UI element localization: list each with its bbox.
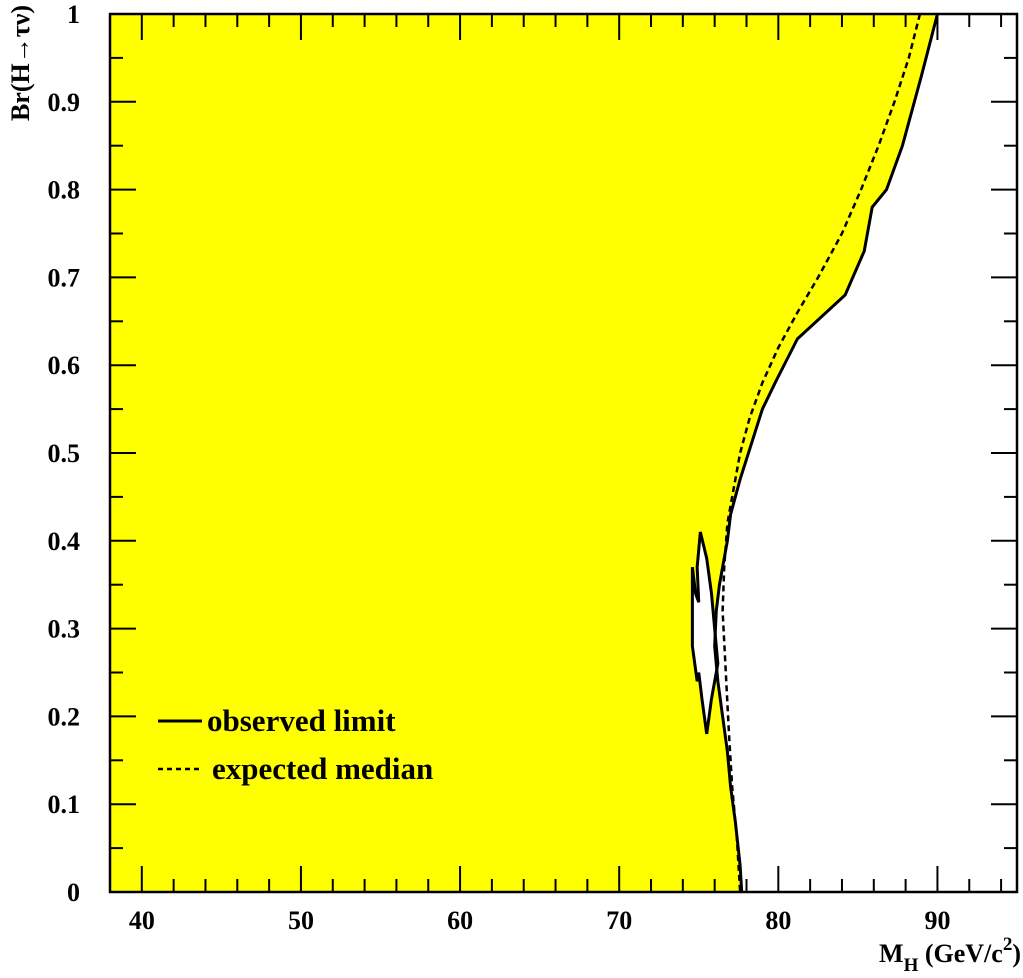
axes-frame — [108, 12, 1019, 894]
y-tick-label: 0 — [67, 878, 80, 907]
x-tick-label: 70 — [606, 906, 632, 935]
y-tick-label: 0.3 — [48, 615, 81, 644]
x-axis-title-sub: H — [904, 955, 919, 976]
x-tick-label: 40 — [129, 906, 155, 935]
x-axis-title: MH (GeV/c2) — [879, 934, 1021, 976]
observed-limit-island — [690, 531, 720, 735]
y-tick-label: 0.1 — [48, 790, 81, 819]
legend-expected-label: expected median — [212, 751, 433, 786]
y-axis-title-suffix: τν) — [6, 5, 35, 37]
y-tick-label: 0.9 — [48, 88, 81, 117]
x-tick-label: 90 — [924, 906, 950, 935]
y-tick-label: 0.4 — [48, 527, 81, 556]
y-tick-label: 0.5 — [48, 439, 81, 468]
observed-limit-line — [713, 13, 939, 893]
y-tick-label: 0.2 — [48, 702, 81, 731]
x-tick-label: 80 — [765, 906, 791, 935]
plot-area — [110, 13, 939, 893]
legend-observed-label: observed limit — [207, 703, 396, 738]
y-axis-title-prefix: Br(H — [6, 63, 35, 121]
x-tick-label: 50 — [288, 906, 314, 935]
y-axis-title-arrow: → — [6, 37, 35, 63]
y-tick-label: 0.6 — [48, 351, 81, 380]
x-axis-title-sup: 2 — [1003, 934, 1013, 955]
y-axis-title: Br(H→τν) — [6, 5, 35, 121]
y-tick-label: 0.8 — [48, 176, 81, 205]
excluded-region — [110, 14, 938, 892]
x-axis-title-mid: (GeV/c — [918, 939, 1002, 968]
y-tick-label: 1 — [67, 0, 80, 29]
expected-median-line — [721, 13, 922, 893]
x-axis-title-base: M — [879, 939, 904, 968]
tick-labels: 40 50 60 70 80 90 0 0.1 0.2 0.3 0.4 0.5 0.6 0.7 0.8 0.9… — [48, 0, 951, 935]
y-tick-label: 0.7 — [48, 263, 81, 292]
legend: observed limit expected median — [158, 703, 433, 786]
x-axis-title-end: ) — [1012, 939, 1021, 968]
x-tick-label: 60 — [447, 906, 473, 935]
